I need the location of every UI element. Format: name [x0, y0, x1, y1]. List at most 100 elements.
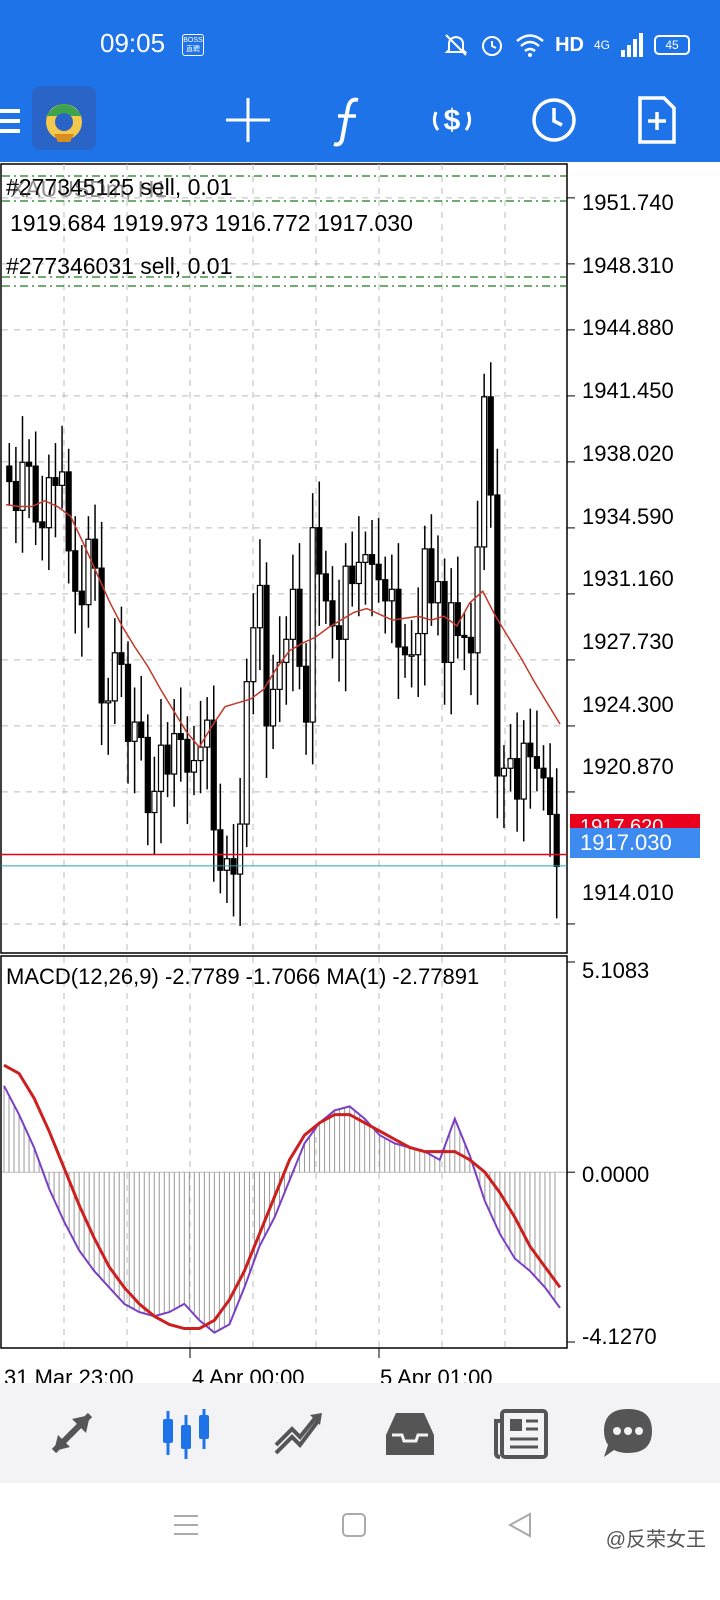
candle-body: [474, 546, 481, 654]
candle-body: [270, 688, 277, 727]
candle-body: [78, 590, 85, 606]
toolbar: $: [0, 78, 720, 162]
candle-body: [58, 471, 66, 486]
candle-body: [118, 652, 125, 665]
price-label: 1944.880: [582, 315, 674, 340]
crosshair-icon[interactable]: [220, 92, 276, 148]
candle-body: [540, 767, 547, 779]
watermark-text: @反荣女王: [605, 1529, 706, 1551]
price-label: 1948.310: [582, 253, 674, 278]
candle-body: [111, 652, 118, 702]
candle-body: [263, 584, 270, 727]
history-icon[interactable]: [382, 1405, 438, 1461]
candle-body: [85, 538, 92, 606]
candle-body: [250, 627, 257, 683]
candle-body: [434, 580, 442, 604]
candle-body: [19, 461, 26, 511]
candle-body: [520, 742, 527, 800]
candle-body: [217, 829, 224, 871]
candle-body: [124, 663, 132, 742]
candle-body: [223, 858, 231, 871]
chart-icon[interactable]: [158, 1405, 214, 1461]
candle-body: [349, 565, 356, 585]
candle-body: [421, 548, 428, 635]
candle-body: [105, 700, 112, 704]
chart-area[interactable]: #277345125 sell, 0.01 XAUUSDm, H1 1919.6…: [0, 162, 720, 1390]
chat-icon[interactable]: [600, 1405, 656, 1461]
ask-price: 1917.030: [580, 830, 672, 855]
trade-icon[interactable]: [270, 1405, 326, 1461]
macd-pane-frame: [0, 955, 568, 1349]
candle-body: [65, 471, 72, 552]
network-label: HD: [555, 33, 584, 56]
new-document-icon[interactable]: [628, 92, 684, 148]
ask-price-tag: 1917.030: [570, 828, 700, 858]
ohlc-values: 1919.684 1919.973 1916.772 1917.030: [10, 210, 413, 236]
candle-body: [151, 790, 158, 814]
recent-apps-icon[interactable]: [172, 1511, 200, 1539]
candle-body: [25, 461, 33, 467]
menu-icon[interactable]: [0, 108, 22, 134]
candle-body: [131, 721, 138, 742]
candle-body: [467, 636, 475, 654]
candle-body: [362, 554, 369, 563]
macd-axis-label: 5.1083: [582, 958, 650, 983]
boss-badge-text: BOSS 直聘: [183, 37, 203, 53]
clock-icon[interactable]: [526, 92, 582, 148]
price-label: 1920.870: [582, 754, 674, 779]
candle-body: [32, 465, 39, 523]
order-label-1: #277345125 sell, 0.01: [6, 174, 233, 200]
candle-body: [6, 465, 13, 483]
candle-body: [98, 567, 105, 704]
back-icon[interactable]: [506, 1511, 534, 1539]
candle-body: [375, 563, 382, 581]
macd-line: [3, 1085, 561, 1334]
candle-body: [494, 494, 501, 777]
chart-canvas[interactable]: [0, 162, 720, 1382]
candle-body: [210, 719, 217, 831]
home-icon[interactable]: [340, 1511, 368, 1539]
candle-body: [355, 561, 362, 585]
wifi-icon: [516, 34, 544, 57]
svg-text:$: $: [444, 104, 461, 137]
macd-axis-label: 0.0000: [582, 1162, 650, 1187]
battery-icon: 45: [654, 35, 690, 55]
price-label: 1927.730: [582, 629, 674, 654]
price-label: 1934.590: [582, 504, 674, 529]
bottom-nav: [0, 1383, 720, 1483]
candle-body: [309, 527, 316, 723]
order-label-2: #277346031 sell, 0.01: [6, 253, 233, 279]
status-bar: 09:05 BOSS 直聘 HD 4G 45: [0, 0, 720, 78]
candle-body: [276, 661, 283, 690]
symbol-label: XAUUSDm, H1: [10, 176, 168, 202]
candle-body: [72, 550, 79, 592]
price-label: 1941.450: [582, 378, 674, 403]
candle-body: [164, 744, 171, 775]
candle-body: [237, 823, 244, 875]
macd-axis-label: -4.1270: [582, 1324, 657, 1349]
candle-body: [177, 733, 184, 740]
trade-dollar-icon[interactable]: $: [424, 92, 480, 148]
candle-body: [171, 733, 178, 775]
candle-body: [289, 588, 296, 640]
function-icon[interactable]: [320, 92, 376, 148]
candle-body: [527, 742, 534, 758]
app-logo-icon[interactable]: [32, 86, 96, 150]
status-icons: HD 4G 45: [443, 30, 690, 60]
battery-level: 45: [665, 38, 679, 52]
candle-body: [190, 759, 198, 773]
candle-body: [296, 588, 303, 667]
candle-body: [230, 858, 237, 875]
candle-body: [322, 573, 329, 602]
candle-body: [335, 625, 343, 640]
candle-body: [500, 767, 508, 777]
candle-body: [243, 681, 250, 825]
quotes-icon[interactable]: [44, 1405, 100, 1461]
axis-ticks: [189, 197, 575, 1358]
system-nav: @反荣女王: [0, 1483, 720, 1600]
news-icon[interactable]: [494, 1405, 550, 1461]
moving-average-line: [5, 499, 561, 749]
candle-body: [382, 579, 389, 602]
alarm-icon: [482, 36, 503, 56]
macd-signal-line: [3, 1063, 562, 1331]
